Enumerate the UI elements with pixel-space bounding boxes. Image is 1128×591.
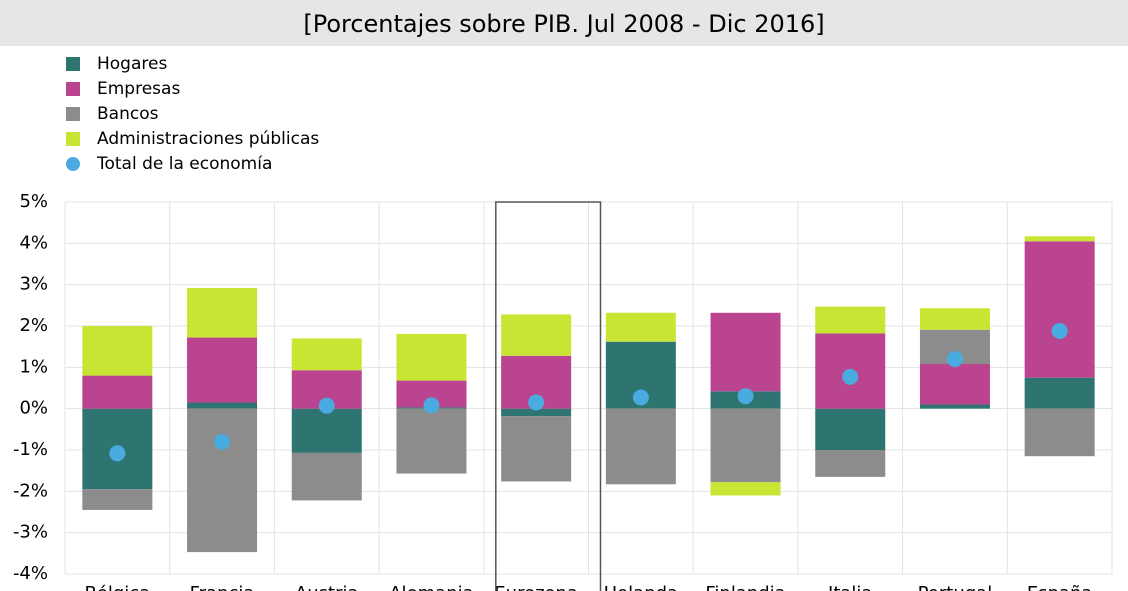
bar-segment <box>710 482 781 496</box>
bar-segment <box>919 364 990 405</box>
legend-label: Hogares <box>97 54 167 74</box>
bar-segment <box>291 452 362 501</box>
bar-segment <box>396 333 467 381</box>
bar-segment <box>1024 241 1095 378</box>
bar-segment <box>815 408 886 450</box>
legend-label: Administraciones públicas <box>97 129 319 149</box>
total-dot <box>318 397 335 414</box>
y-tick-label: -1% <box>13 439 48 460</box>
total-dot <box>632 389 649 406</box>
bar-segment <box>710 312 781 392</box>
bar-segment <box>82 375 153 409</box>
bar-segment <box>396 408 467 474</box>
bar-segment <box>291 338 362 371</box>
legend-swatch <box>66 157 80 171</box>
y-tick-label: -3% <box>13 522 48 543</box>
total-dot <box>109 445 126 462</box>
bar-segment <box>1024 408 1095 457</box>
bar-segment <box>1024 377 1095 409</box>
bar-segment <box>501 314 572 356</box>
x-tick-label: Alemania <box>389 583 473 591</box>
legend-swatch <box>66 132 80 146</box>
total-dot <box>737 388 754 405</box>
bar-segment <box>815 306 886 334</box>
y-tick-label: -2% <box>13 480 48 501</box>
bar-segment <box>815 450 886 477</box>
total-dot <box>1051 322 1068 339</box>
x-tick-label: Finlandia <box>705 583 785 591</box>
chart-subtitle: [Porcentajes sobre PIB. Jul 2008 - Dic 2… <box>303 10 824 38</box>
bar-segment <box>187 402 258 409</box>
bar-segment <box>82 489 153 510</box>
x-tick-label: Austria <box>295 583 359 591</box>
y-tick-label: 3% <box>19 274 48 295</box>
total-dot <box>946 351 963 368</box>
bar-segment <box>919 308 990 330</box>
total-dot <box>214 433 231 450</box>
bar-segment <box>291 408 362 453</box>
legend-label: Bancos <box>97 104 159 124</box>
bar-segment <box>187 408 258 553</box>
y-tick-label: 1% <box>19 356 48 377</box>
legend-swatch <box>66 57 80 71</box>
bar-segment <box>605 312 676 342</box>
total-dot <box>528 394 545 411</box>
x-tick-label: Holanda <box>604 583 678 591</box>
bar-segment <box>710 408 781 483</box>
y-tick-label: 2% <box>19 315 48 336</box>
bar-segment <box>919 404 990 409</box>
y-tick-label: 4% <box>19 232 48 253</box>
x-tick-label: Bélgica <box>84 583 150 591</box>
legend-swatch <box>66 107 80 121</box>
bar-segment <box>82 326 153 376</box>
bar-segment <box>501 416 572 482</box>
x-tick-label: Italia <box>828 583 872 591</box>
total-dot <box>423 397 440 414</box>
legend-label: Empresas <box>97 79 180 99</box>
total-dot <box>842 368 859 385</box>
y-tick-label: -4% <box>13 563 48 584</box>
bar-segment <box>501 408 572 417</box>
x-tick-label: Francia <box>190 583 255 591</box>
x-tick-label: España <box>1027 583 1093 591</box>
legend-swatch <box>66 82 80 96</box>
bar-segment <box>605 408 676 485</box>
y-tick-label: 5% <box>19 191 48 212</box>
highlight-box <box>495 201 602 591</box>
legend-label: Total de la economía <box>96 154 272 174</box>
bar-segment <box>1024 236 1095 242</box>
header-band <box>0 0 1128 46</box>
bar-segment <box>187 287 258 338</box>
x-tick-label: Eurozona <box>494 583 578 591</box>
bar-segment <box>187 337 258 403</box>
x-tick-label: Portugal <box>918 583 993 591</box>
y-tick-label: 0% <box>19 398 48 419</box>
